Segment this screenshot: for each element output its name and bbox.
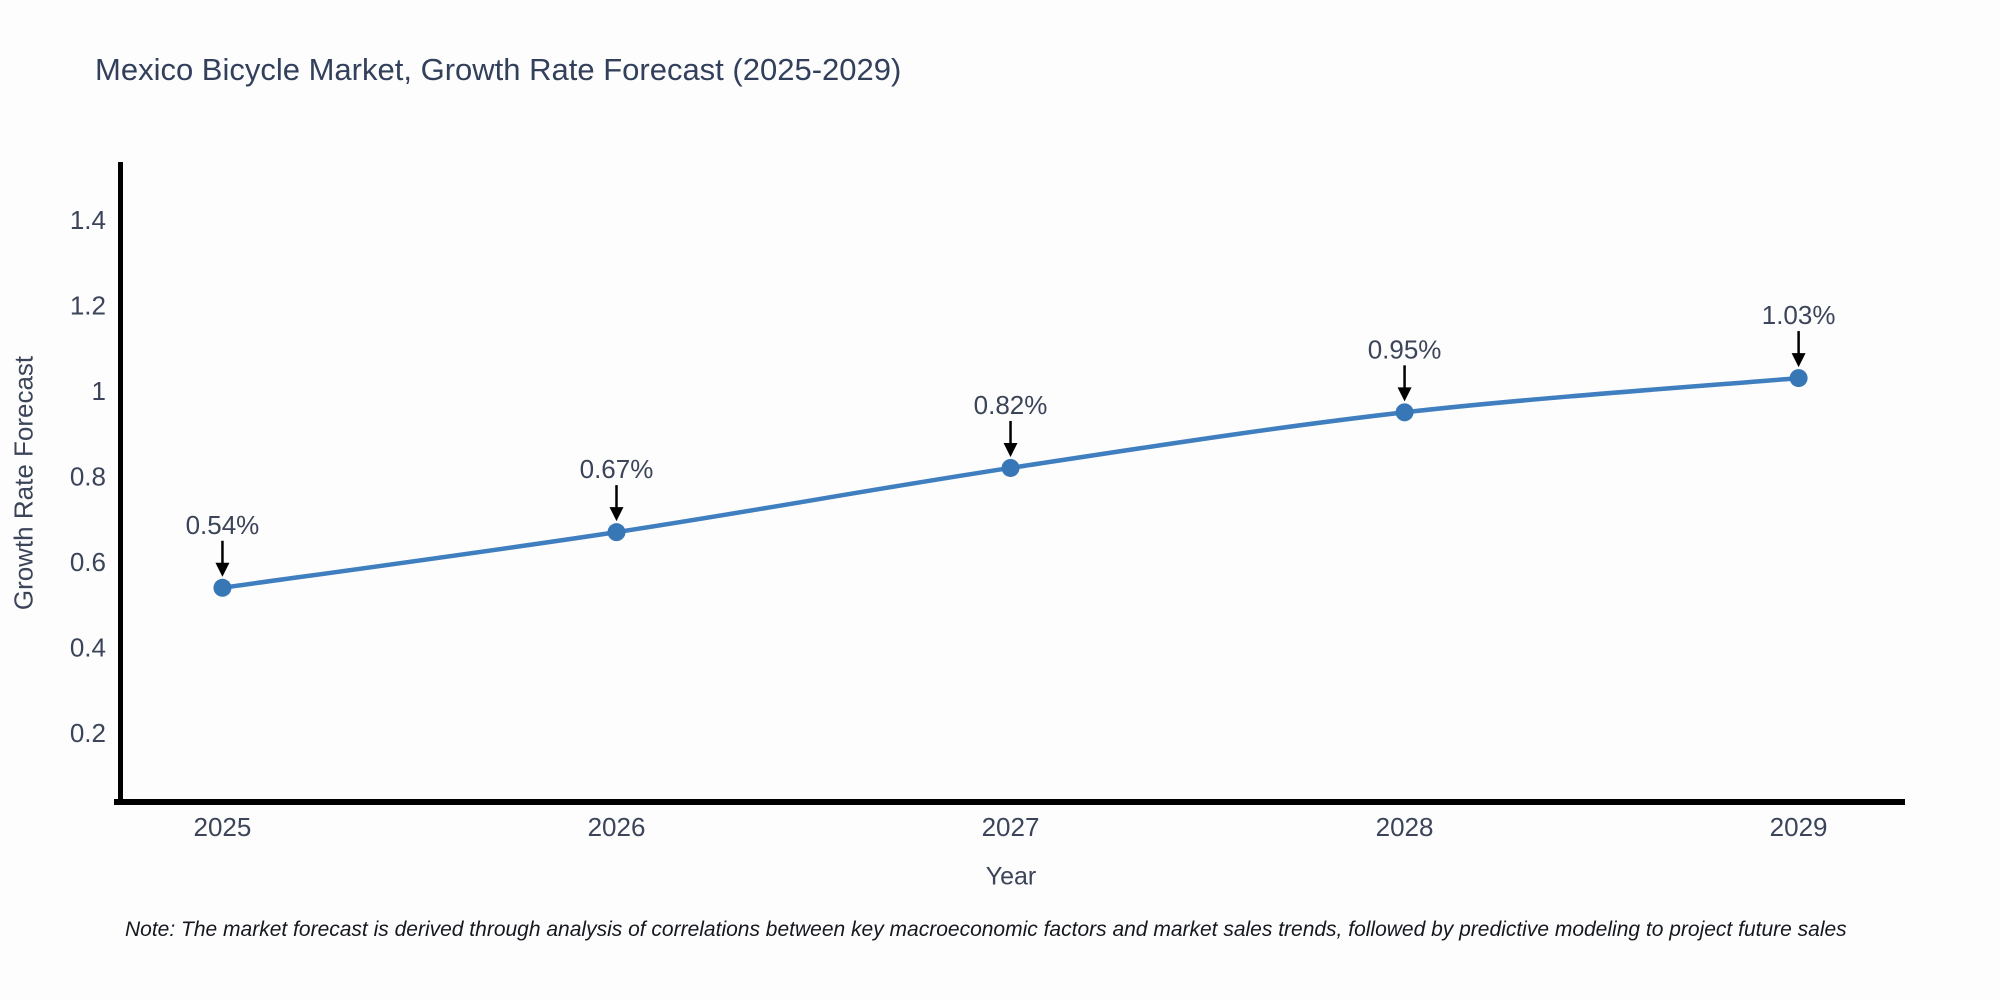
- y-tick-label: 1.2: [70, 290, 106, 320]
- annotation-label: 0.54%: [186, 510, 260, 540]
- chart-title: Mexico Bicycle Market, Growth Rate Forec…: [95, 52, 902, 87]
- y-tick-label: 1.4: [70, 205, 106, 235]
- annotation-arrow-head: [1397, 387, 1412, 402]
- x-axis-title: Year: [985, 862, 1037, 891]
- annotation-label: 0.67%: [580, 454, 654, 484]
- data-point-marker: [213, 578, 232, 597]
- y-tick-label: 0.8: [70, 462, 106, 492]
- data-point-marker: [1789, 369, 1808, 388]
- x-tick-label: 2027: [982, 812, 1040, 842]
- x-tick-label: 2028: [1376, 812, 1434, 842]
- annotation-label: 0.82%: [974, 390, 1048, 420]
- y-tick-label: 1: [92, 376, 106, 406]
- x-tick-label: 2025: [194, 812, 252, 842]
- y-tick-label: 0.4: [70, 633, 106, 663]
- data-point-marker: [1395, 403, 1414, 422]
- annotation-arrow-head: [1003, 442, 1018, 457]
- annotation-arrow-head: [609, 507, 624, 522]
- y-axis-spine: [118, 162, 123, 805]
- annotation-arrow-head: [215, 562, 230, 577]
- y-tick-label: 0.2: [70, 718, 106, 748]
- annotation-label: 1.03%: [1762, 300, 1836, 330]
- x-axis-spine: [114, 799, 1905, 805]
- footnote: Note: The market forecast is derived thr…: [125, 918, 1847, 941]
- annotation-arrow-head: [1791, 353, 1806, 368]
- y-tick-label: 0.6: [70, 547, 106, 577]
- x-tick-label: 2029: [1770, 812, 1828, 842]
- x-tick-label: 2026: [588, 812, 646, 842]
- data-point-marker: [1001, 458, 1020, 477]
- data-point-marker: [607, 523, 626, 542]
- annotation-label: 0.95%: [1368, 334, 1442, 364]
